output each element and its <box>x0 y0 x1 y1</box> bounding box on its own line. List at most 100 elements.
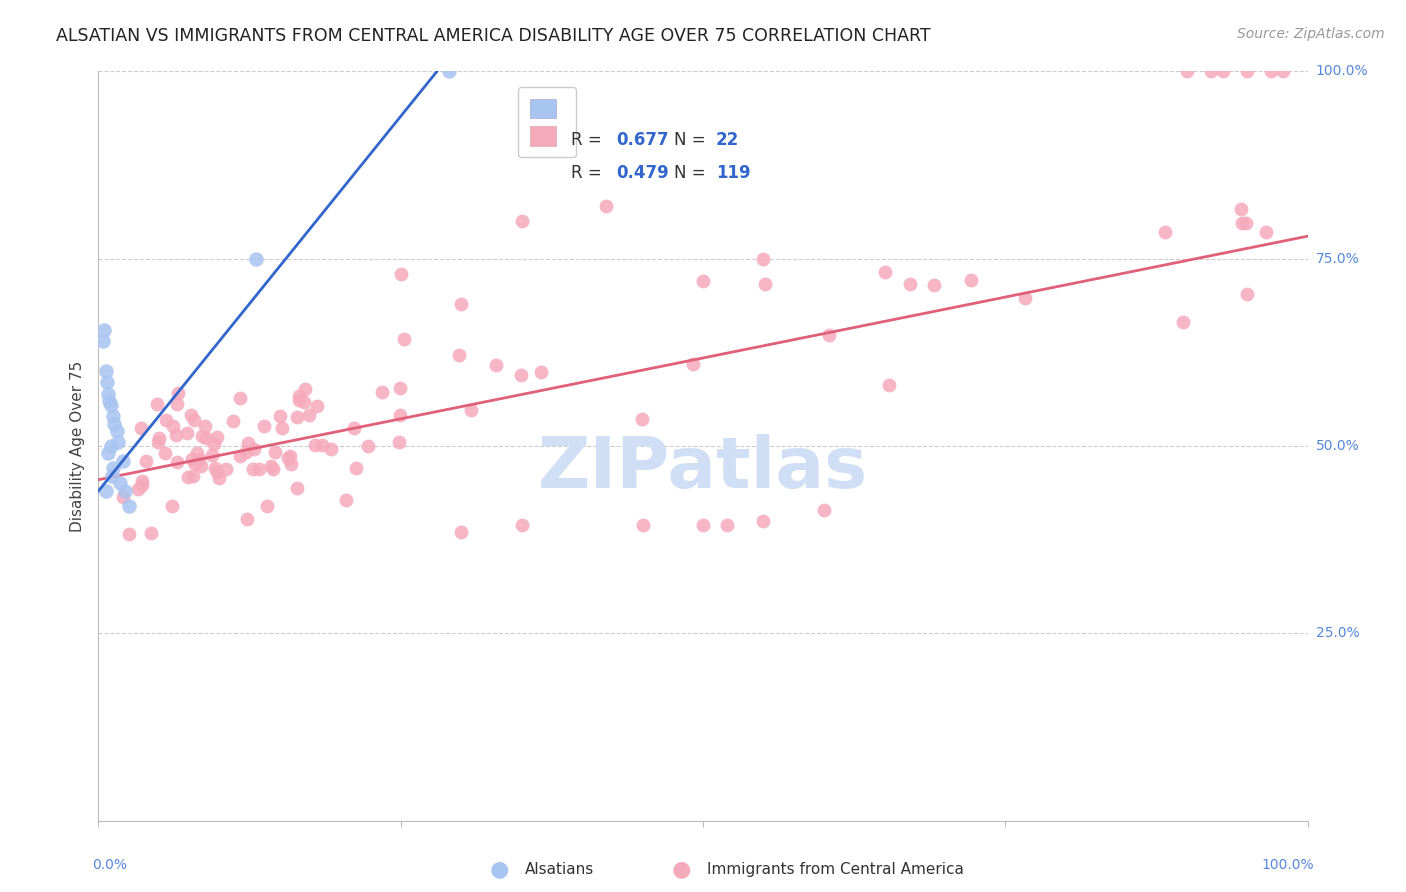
Point <box>245 252 267 266</box>
Point <box>264 445 287 459</box>
Point <box>117 527 139 541</box>
Point <box>236 435 259 450</box>
Point <box>1212 64 1234 78</box>
Point <box>247 461 270 475</box>
Point <box>371 384 394 399</box>
Point <box>1199 64 1222 78</box>
Point <box>485 358 508 372</box>
Legend: , : , <box>517 87 576 157</box>
Point <box>242 462 264 476</box>
Point <box>271 421 294 435</box>
Point <box>631 412 654 426</box>
Point <box>100 398 122 412</box>
Point <box>188 452 211 467</box>
Point <box>162 418 184 433</box>
Point <box>311 438 333 452</box>
Point <box>118 499 141 513</box>
Point <box>204 461 226 475</box>
Point <box>960 273 983 287</box>
Point <box>1236 287 1258 301</box>
Point <box>510 214 533 228</box>
Point <box>146 434 169 449</box>
Text: ZIPatlas: ZIPatlas <box>538 434 868 503</box>
Point <box>877 378 900 392</box>
Point <box>148 431 170 445</box>
Point <box>229 391 252 405</box>
Point <box>510 368 533 383</box>
Point <box>153 445 176 459</box>
Text: 119: 119 <box>716 164 751 182</box>
Point <box>256 500 278 514</box>
Text: 50.0%: 50.0% <box>1316 439 1360 453</box>
Text: Immigrants from Central America: Immigrants from Central America <box>707 863 965 877</box>
Point <box>449 348 471 362</box>
Point <box>922 278 945 293</box>
Point <box>194 432 217 446</box>
Text: R =: R = <box>571 131 607 150</box>
Point <box>1229 202 1251 217</box>
Point <box>222 414 245 428</box>
Point <box>873 264 896 278</box>
Point <box>278 449 301 463</box>
Point <box>388 435 411 450</box>
Point <box>190 458 212 473</box>
Text: 75.0%: 75.0% <box>1316 252 1360 266</box>
Point <box>305 399 328 413</box>
Point <box>236 511 259 525</box>
Point <box>208 471 231 485</box>
Point <box>280 458 302 472</box>
Y-axis label: Disability Age Over 75: Disability Age Over 75 <box>70 360 86 532</box>
Point <box>107 435 129 450</box>
Point <box>389 408 412 422</box>
Point <box>155 413 177 427</box>
Point <box>1260 64 1282 78</box>
Point <box>97 386 120 401</box>
Point <box>1175 64 1198 78</box>
Text: ●: ● <box>489 860 509 880</box>
Text: 0.479: 0.479 <box>616 164 669 182</box>
Point <box>186 446 208 460</box>
Point <box>100 439 122 453</box>
Point <box>1153 225 1175 239</box>
Point <box>139 526 162 541</box>
Point <box>207 465 229 479</box>
Text: Source: ZipAtlas.com: Source: ZipAtlas.com <box>1237 27 1385 41</box>
Point <box>96 376 118 390</box>
Point <box>181 468 204 483</box>
Point <box>595 199 617 213</box>
Text: ●: ● <box>672 860 692 880</box>
Point <box>127 483 149 497</box>
Point <box>135 454 157 468</box>
Point <box>1230 216 1253 230</box>
Point <box>215 462 238 476</box>
Point <box>207 430 229 444</box>
Point <box>228 449 250 463</box>
Point <box>193 419 215 434</box>
Point <box>752 252 775 266</box>
Text: 100.0%: 100.0% <box>1316 64 1368 78</box>
Point <box>176 425 198 440</box>
Point <box>101 409 124 423</box>
Text: 0.677: 0.677 <box>616 131 668 150</box>
Point <box>319 442 342 456</box>
Point <box>131 477 153 491</box>
Point <box>129 421 152 435</box>
Point <box>111 454 134 468</box>
Point <box>1272 64 1295 78</box>
Point <box>114 483 136 498</box>
Point <box>1236 64 1258 78</box>
Point <box>343 421 366 435</box>
Point <box>813 502 835 516</box>
Point <box>277 450 299 465</box>
Text: ALSATIAN VS IMMIGRANTS FROM CENTRAL AMERICA DISABILITY AGE OVER 75 CORRELATION C: ALSATIAN VS IMMIGRANTS FROM CENTRAL AMER… <box>56 27 931 45</box>
Point <box>510 517 533 532</box>
Point <box>177 470 200 484</box>
Point <box>357 439 380 453</box>
Point <box>183 413 205 427</box>
Point <box>166 454 188 468</box>
Point <box>288 389 311 403</box>
Point <box>285 409 308 424</box>
Text: 22: 22 <box>716 131 740 150</box>
Point <box>692 517 714 532</box>
Point <box>292 395 315 409</box>
